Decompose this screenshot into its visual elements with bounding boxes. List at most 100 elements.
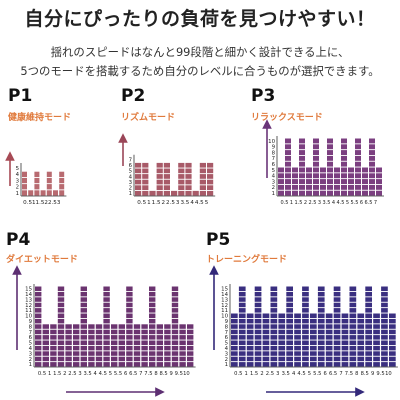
bar-cell [286,329,293,335]
bar-cell [126,286,133,291]
y-tick-label: 11 [25,308,32,314]
bar-cell [349,297,357,302]
bar-cell [126,291,133,297]
bar-cell [95,324,103,329]
x-tick-label: 8 [355,371,358,377]
bar-cell [88,329,95,335]
bar-cell [333,318,341,324]
y-tick-label: 3 [29,351,32,357]
bar-cell [246,335,254,340]
x-tick-label: 8.5 [361,371,369,377]
bar-cell [302,329,309,335]
bar-cell [376,190,382,196]
bar-cell [35,302,42,308]
bar-cell [156,351,163,356]
bar-cell [341,173,347,179]
y-tick-label: 5 [272,168,275,174]
bar-cell [302,362,309,367]
bar-cell [95,356,103,362]
bar-cell [103,313,110,318]
bar-cell [381,318,388,324]
x-tick-label: 2.5 [309,200,317,206]
bar-cell [299,167,305,173]
bar-cell [231,329,238,335]
bar-cell [50,351,57,356]
bar-cell [88,345,95,351]
bar-5.5 [317,286,325,367]
bar-cell [349,324,357,329]
bar-cell [238,291,246,297]
bar-cell [46,184,52,190]
bar-cell [42,345,49,351]
bar-cell [294,313,301,318]
bar-cell [389,313,396,318]
bar-2 [163,162,170,196]
panel-mode-label: リズムモード [121,113,176,123]
panel-code: P5 [206,230,231,250]
bar-cell [325,335,333,340]
bar-cell [310,329,317,335]
bar-0.5 [238,286,246,367]
bar-cell [156,335,163,340]
bar-cell [341,167,347,173]
bar-cell [357,351,365,356]
bar-cell [42,340,49,345]
panel-p3: P3 リラックスモード 1 2 3 4 5 6 7 8 9 10 0.5 1 1.5 2 2.5 3 3.5 4 4… [245,86,400,211]
bar-cell [254,297,262,302]
x-tick-label: 3 [176,200,180,206]
bar-cell [126,302,133,308]
bar-cell [333,297,341,302]
bar-cell [126,345,133,351]
bar-cell [310,356,317,362]
bar-cell [310,362,317,367]
bar-cell [341,340,349,345]
bar-cell [341,362,349,367]
bar-cell [50,329,57,335]
bar-cell [95,335,103,340]
x-tick-label: 1.5 [53,371,61,377]
bar-cell [317,351,325,356]
bar-cell [325,351,333,356]
bar-4.5 [199,162,206,196]
bar-cell [302,308,309,313]
bar-cell [50,345,57,351]
panel-mode-label: リラックスモード [251,113,323,123]
bar-cell [270,291,278,297]
bar-cell [333,345,341,351]
bar-cell [313,161,319,167]
y-tick-label: 8 [29,324,33,330]
x-tick-label: 5 [346,200,349,206]
bar-cell [164,356,171,362]
bar-cell [57,362,65,367]
bar-3 [80,286,87,367]
bar-cell [141,356,148,362]
bar-cell [262,329,270,335]
bar-cell [73,362,80,367]
y-tick-label: 15 [221,287,228,293]
x-tick-label: 1.5 [152,200,161,206]
bar-5 [310,313,317,367]
bar-cell [35,297,42,302]
bar-cell [349,286,357,291]
bar-cell [285,190,291,196]
bar-cell [355,184,361,190]
bar-cell [349,318,357,324]
bar-cell [369,155,375,161]
y-tick-label: 14 [221,292,228,298]
bar-cell [362,179,368,184]
bar-cell [285,150,291,155]
bar-cell [389,345,396,351]
bar-cell [286,297,293,302]
y-tick-label: 12 [221,303,228,309]
bar-cell [254,302,262,308]
bar-cell [306,173,312,179]
bar-cell [22,190,27,196]
bar-cell [278,356,286,362]
headline: 自分にぴったりの負荷を見つけやすい！ [24,8,376,30]
bar-cell [53,190,58,196]
bar-cell [35,318,42,324]
bar-cell [80,356,87,362]
bar-cell [327,144,333,150]
